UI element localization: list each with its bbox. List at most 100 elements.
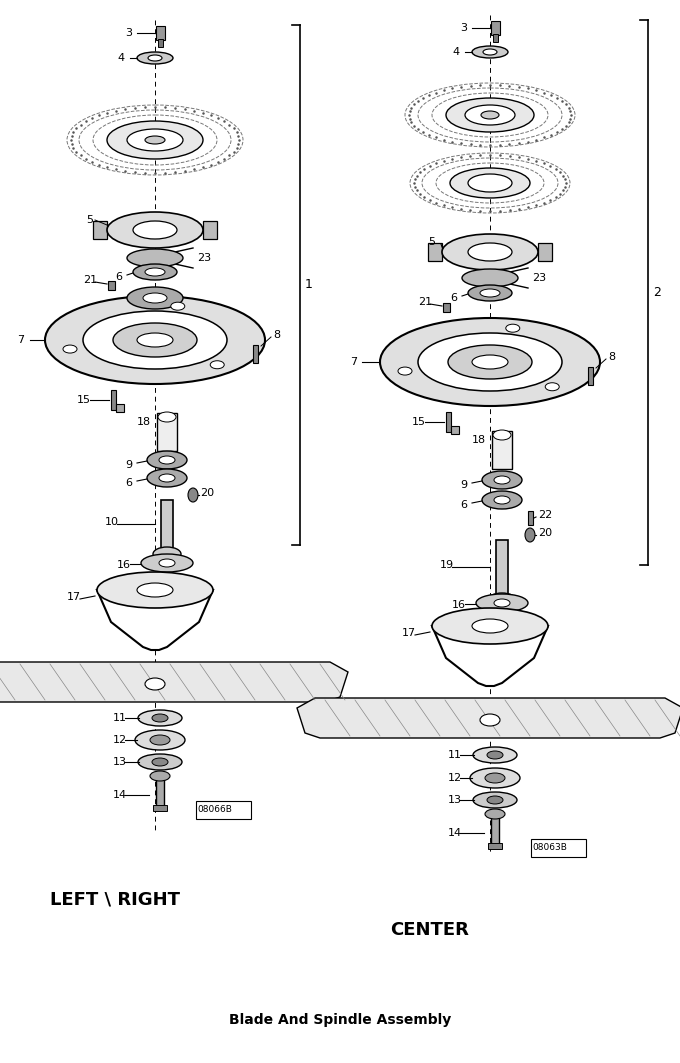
Text: 17: 17 [67,592,81,602]
Text: 9: 9 [460,480,467,490]
Bar [196,802,250,819]
Text: 6: 6 [450,293,457,303]
Ellipse shape [480,289,500,297]
Text: 15: 15 [412,417,426,427]
Ellipse shape [480,714,500,726]
Ellipse shape [493,431,511,440]
Text: 20: 20 [538,528,552,538]
Ellipse shape [473,792,517,808]
Bar [492,34,498,43]
Ellipse shape [481,111,499,119]
Ellipse shape [137,52,173,64]
Ellipse shape [143,293,167,303]
Ellipse shape [525,528,535,542]
Text: 11: 11 [113,713,127,723]
Text: 12: 12 [113,735,127,745]
Ellipse shape [107,121,203,159]
Text: 2: 2 [653,286,661,299]
Text: 6: 6 [115,272,122,282]
Ellipse shape [150,735,170,745]
Ellipse shape [159,559,175,567]
Text: 8: 8 [273,330,280,340]
Ellipse shape [432,608,548,644]
Ellipse shape [171,302,185,310]
Ellipse shape [468,243,512,261]
Text: 11: 11 [448,750,462,760]
Ellipse shape [135,730,185,750]
Ellipse shape [133,264,177,280]
Ellipse shape [506,324,520,333]
Bar [443,303,449,311]
Text: 13: 13 [448,795,462,805]
Ellipse shape [545,383,559,391]
Text: 21: 21 [418,297,432,307]
Text: 16: 16 [117,560,131,570]
Bar [488,843,502,849]
Ellipse shape [442,234,538,270]
Ellipse shape [147,469,187,487]
Text: 17: 17 [402,628,416,638]
Ellipse shape [138,754,182,770]
Ellipse shape [473,747,517,763]
Ellipse shape [483,49,497,55]
Bar [492,431,512,469]
Polygon shape [297,698,680,738]
Ellipse shape [468,285,512,301]
Text: 22: 22 [538,510,552,520]
Ellipse shape [446,98,534,132]
Bar [496,540,508,600]
Ellipse shape [476,594,528,612]
Ellipse shape [107,212,203,248]
Text: LEFT \ RIGHT: LEFT \ RIGHT [50,891,180,909]
Bar [428,243,442,261]
Bar [528,511,532,525]
Ellipse shape [465,105,515,125]
Ellipse shape [482,491,522,509]
Ellipse shape [472,46,508,58]
Text: 4: 4 [452,47,459,57]
Ellipse shape [472,619,508,632]
Text: 6: 6 [460,500,467,510]
Text: 20: 20 [200,488,214,497]
Ellipse shape [380,318,600,406]
Text: 14: 14 [113,790,127,800]
Ellipse shape [468,174,512,192]
Bar [107,281,114,289]
Text: 18: 18 [472,435,486,445]
Ellipse shape [210,360,224,369]
Ellipse shape [63,345,77,353]
Text: 18: 18 [137,417,151,427]
Ellipse shape [152,758,168,766]
Ellipse shape [97,572,213,608]
Ellipse shape [137,333,173,347]
Ellipse shape [494,598,510,607]
Ellipse shape [45,296,265,384]
Bar [530,839,585,857]
Text: 08066B: 08066B [197,806,232,814]
Ellipse shape [148,55,162,61]
Ellipse shape [188,488,198,502]
Text: 19: 19 [440,560,454,570]
Ellipse shape [113,323,197,357]
Bar [491,810,499,845]
Ellipse shape [152,714,168,722]
Ellipse shape [145,678,165,690]
Bar [158,39,163,47]
Text: 10: 10 [105,517,119,527]
Ellipse shape [127,249,183,267]
Ellipse shape [150,771,170,781]
Text: 7: 7 [350,357,357,367]
Text: 5: 5 [428,237,435,247]
Bar [252,345,258,362]
Bar [157,414,177,451]
Ellipse shape [487,796,503,804]
Text: 8: 8 [608,352,615,362]
Ellipse shape [488,593,516,607]
Text: 23: 23 [197,253,211,263]
Ellipse shape [450,168,530,198]
Ellipse shape [153,547,181,561]
Text: 1: 1 [305,279,313,291]
Text: 3: 3 [125,28,132,38]
Ellipse shape [482,471,522,489]
Bar [156,26,165,40]
